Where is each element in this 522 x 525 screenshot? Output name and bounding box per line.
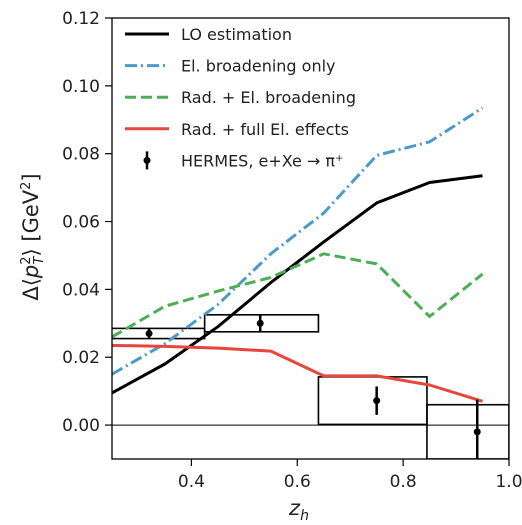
legend-label-3: Rad. + El. broadening [181,88,356,107]
data-point-1 [145,329,153,337]
legend-label-1: LO estimation [181,25,292,44]
sys-box-2 [203,314,320,333]
plot-marks [112,106,509,459]
plot-frame [111,17,510,460]
data-point-2 [256,319,264,327]
legend-label-2: El. broadening only [181,57,336,76]
sys-box-3 [317,376,428,426]
legend-label-4: Rad. + full El. effects [181,120,349,139]
series-line-3 [112,252,484,339]
legend: LO estimation El. broadening only Rad. + E… [125,25,356,170]
y-tick-label-3: 0.04 [62,280,100,300]
data-point-4 [473,428,481,436]
y-tick-label-5: 0.08 [62,145,100,165]
series-line-4 [112,343,483,403]
legend-label-5: HERMES, e+Xe → π⁺ [181,151,344,170]
data-point-3 [373,397,381,405]
y-tick-label-1: 0.00 [62,416,100,436]
axis-ticks: 0.00 0.02 0.04 0.06 0.08 0.10 0.12 0.4 0.6 0.8 1.0 [62,9,522,492]
x-tick-label-2: 0.6 [284,472,311,492]
legend-point-swatch [143,156,151,164]
series-line-1 [112,174,483,395]
x-tick-label-4: 1.0 [495,472,522,492]
x-axis-title: zh [288,496,309,524]
series-line-2 [112,106,484,376]
x-tick-label-1: 0.4 [178,472,205,492]
sys-box-1 [112,327,206,340]
y-tick-label-7: 0.12 [62,9,100,29]
y-axis-title: Δ⟨p2T⟩ [GeV2] [19,173,47,300]
y-tick-label-4: 0.06 [62,213,100,233]
sys-box-4 [426,403,509,459]
y-tick-label-2: 0.02 [62,348,100,368]
x-tick-label-3: 0.8 [390,472,417,492]
y-tick-label-6: 0.10 [62,77,100,97]
